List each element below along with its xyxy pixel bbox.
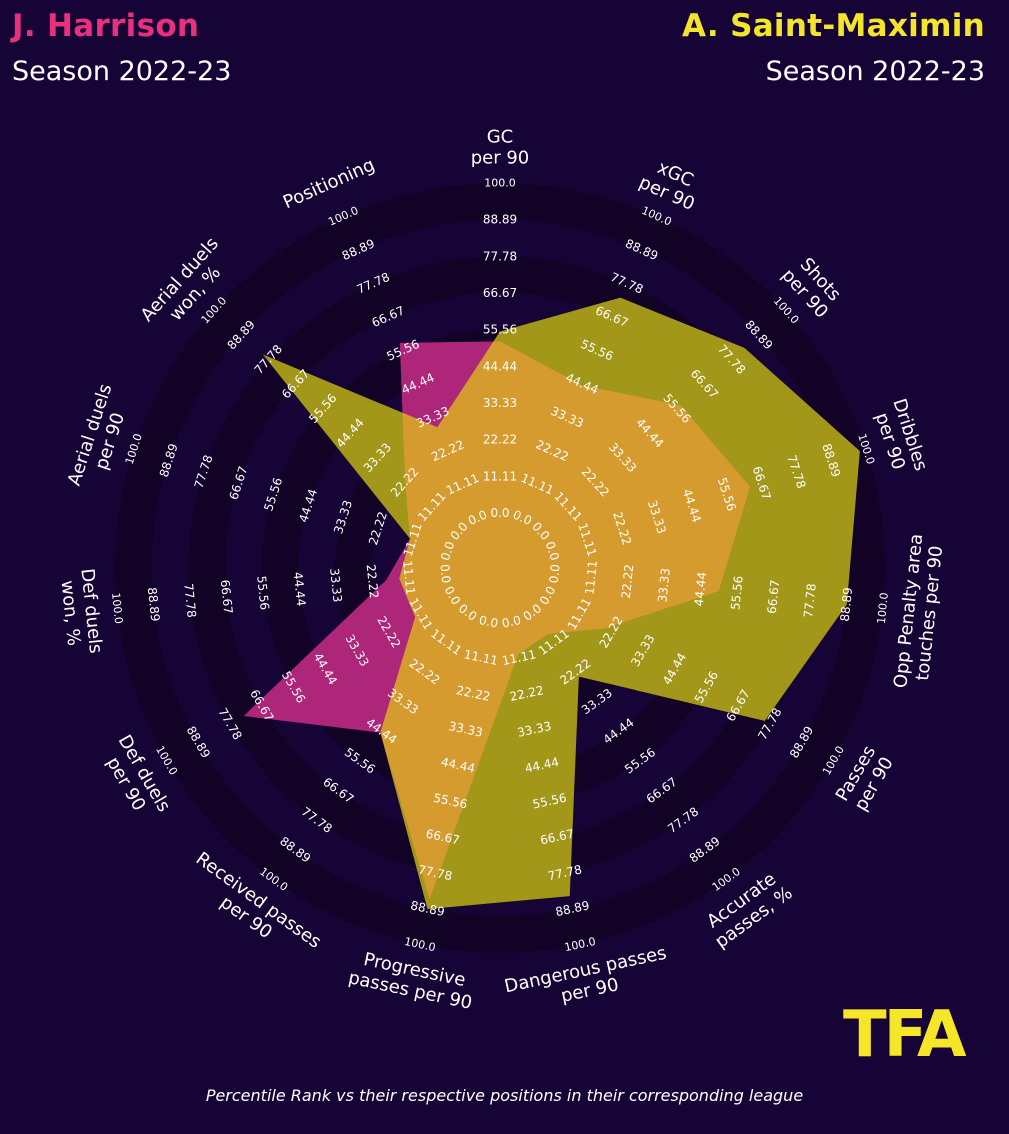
ring-value-label: 88.89 [409,898,446,919]
ring-value-label: 11.11 [582,560,600,596]
ring-value-label: 0.0 [501,613,523,631]
ring-value-label: 100.0 [563,935,597,954]
ring-value-label: 0.0 [490,506,509,520]
axis-label: GC per 90 [471,127,530,169]
ring-value-label: 77.78 [547,862,584,883]
ring-value-label: 77.78 [801,583,819,619]
axis-label: Aerial duelsper 90 [64,381,137,494]
ring-value-label: 33.33 [655,567,673,603]
ring-value-label: 11.11 [463,647,500,668]
ring-value-label: 77.78 [417,862,454,883]
ring-value-label: 88.89 [838,587,856,623]
ring-value-label: 77.78 [483,249,517,263]
ring-value-label: 33.33 [327,567,345,603]
ring-value-label: 66.67 [483,286,517,300]
ring-value-label: 88.89 [554,898,591,919]
ring-value-label: 100.0 [875,592,891,625]
ring-value-label: 44.44 [692,571,710,607]
ring-value-label: 88.89 [483,213,517,227]
ring-value-label: 22.22 [455,683,492,704]
player-season-right: Season 2022-23 [765,56,985,87]
ring-value-label: 44.44 [291,571,309,607]
ring-value-label: 100.0 [403,935,437,954]
tfa-logo: TFA [843,998,967,1072]
ring-value-label: 11.11 [400,560,418,596]
ring-value-label: 0.0 [543,540,562,562]
ring-value-label: 55.56 [432,791,469,812]
ring-value-label: 100.0 [484,177,516,190]
ring-value-label: 33.33 [447,719,484,740]
player-name-right: A. Saint-Maximin [682,8,985,44]
axis-label: Progressivepasses per 90 [346,947,478,1014]
ring-value-label: 66.67 [765,579,783,615]
ring-value-label: 22.22 [483,433,517,447]
ring-value-label: 77.78 [181,583,199,619]
series-area-overlap [262,341,751,900]
player-name-left: J. Harrison [12,8,200,44]
axis-label: Dribblesper 90 [868,396,931,480]
ring-value-label: 55.56 [531,791,568,812]
axis-label: Dangerous passesper 90 [503,943,673,1018]
ring-value-label: 55.56 [483,323,517,337]
ring-value-label: 55.56 [254,575,272,611]
axis-label: Opp Penalty areatouches per 90 [890,533,948,692]
ring-value-label: 44.44 [440,755,477,776]
ring-value-label: 33.33 [483,396,517,410]
ring-value-label: 33.33 [516,719,553,740]
ring-value-label: 0.0 [478,613,500,631]
ring-value-label: 22.22 [619,564,637,600]
ring-value-label: 0.0 [437,564,453,584]
ring-value-label: 11.11 [501,647,538,668]
ring-value-label: 100.0 [109,592,125,625]
axis-label: Def duelswon, % [55,567,106,656]
ring-value-label: 88.89 [145,587,163,623]
ring-value-label: 66.67 [218,579,236,615]
ring-value-label: 55.56 [728,575,746,611]
axis-label: Positioning [280,154,378,213]
ring-value-label: 22.22 [364,564,382,600]
ring-value-label: 11.11 [483,469,517,483]
ring-value-label: 66.67 [539,827,576,848]
ring-value-label: 0.0 [438,540,457,562]
ring-value-label: 44.44 [524,755,561,776]
ring-value-label: 22.22 [508,683,545,704]
ring-value-label: 44.44 [483,359,517,373]
player-season-left: Season 2022-23 [12,56,232,87]
chart-footnote: Percentile Rank vs their respective posi… [205,1086,804,1105]
ring-value-label: 66.67 [425,827,462,848]
ring-value-label: 0.0 [547,564,563,584]
